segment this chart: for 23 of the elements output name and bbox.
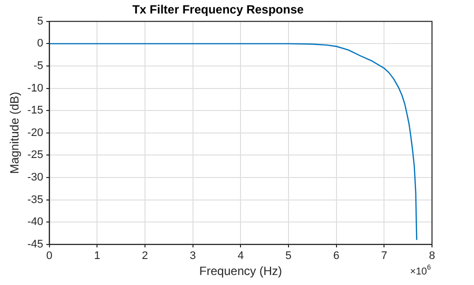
x-tick-label: 8 [428, 250, 436, 262]
x-tick-label: 5 [285, 250, 292, 262]
y-tick-label: -10 [27, 82, 44, 94]
y-tick-label: -15 [27, 104, 44, 117]
x-tick-label: 2 [142, 250, 148, 262]
x-tick-label: 1 [94, 250, 100, 262]
y-tick-label: -40 [27, 216, 44, 228]
y-axis-title: Magnitude (dB) [8, 92, 22, 174]
y-tick-label: -5 [34, 60, 44, 72]
y-tick-label: -20 [27, 126, 44, 139]
y-tick-label: -45 [27, 238, 44, 250]
y-tick-label: 0 [37, 38, 44, 50]
x-tick-label: 4 [238, 250, 244, 262]
x-tick-label: 3 [190, 250, 196, 262]
y-tick-label: -30 [27, 172, 44, 184]
x-axis-title: Frequency (Hz) [199, 264, 282, 278]
x-tick-label: 0 [46, 250, 52, 262]
x-tick-label: 7 [381, 250, 388, 262]
chart-title: Tx Filter Frequency Response [132, 2, 304, 17]
y-tick-label: -25 [27, 149, 44, 162]
x-tick-label: 6 [333, 250, 340, 262]
y-tick-label: 5 [37, 15, 44, 28]
y-tick-label: -35 [27, 194, 44, 206]
